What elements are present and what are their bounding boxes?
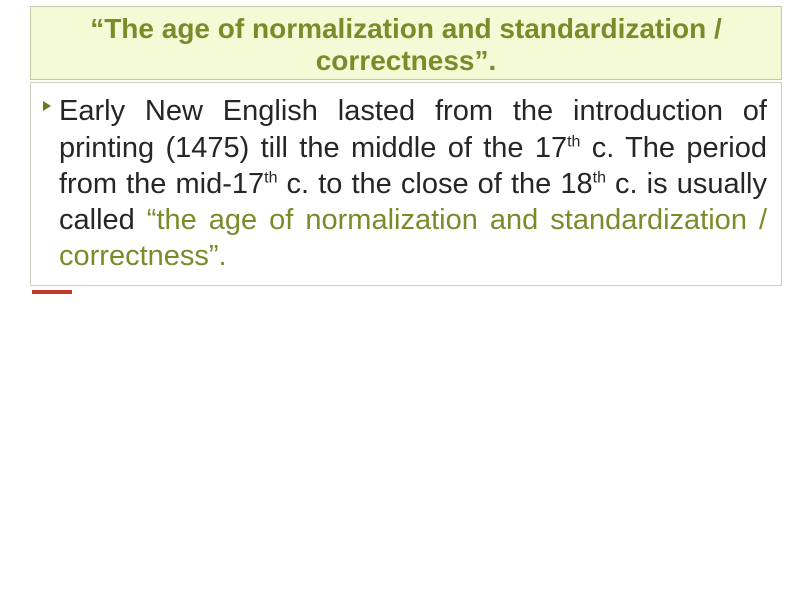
slide-body-container: Early New English lasted from the introd… bbox=[30, 82, 782, 293]
ordinal-suffix-3: th bbox=[593, 169, 606, 186]
bullet-icon bbox=[43, 101, 51, 111]
body-text-mid2: c. to the close of the 18 bbox=[277, 168, 592, 200]
ordinal-suffix-2: th bbox=[264, 169, 277, 186]
body-text-highlight: “the age of normalization and standardiz… bbox=[59, 204, 767, 272]
accent-bar bbox=[32, 290, 72, 294]
ordinal-suffix-1: th bbox=[567, 133, 580, 150]
slide-title: “The age of normalization and standardiz… bbox=[30, 6, 782, 80]
slide-body: Early New English lasted from the introd… bbox=[30, 82, 782, 285]
